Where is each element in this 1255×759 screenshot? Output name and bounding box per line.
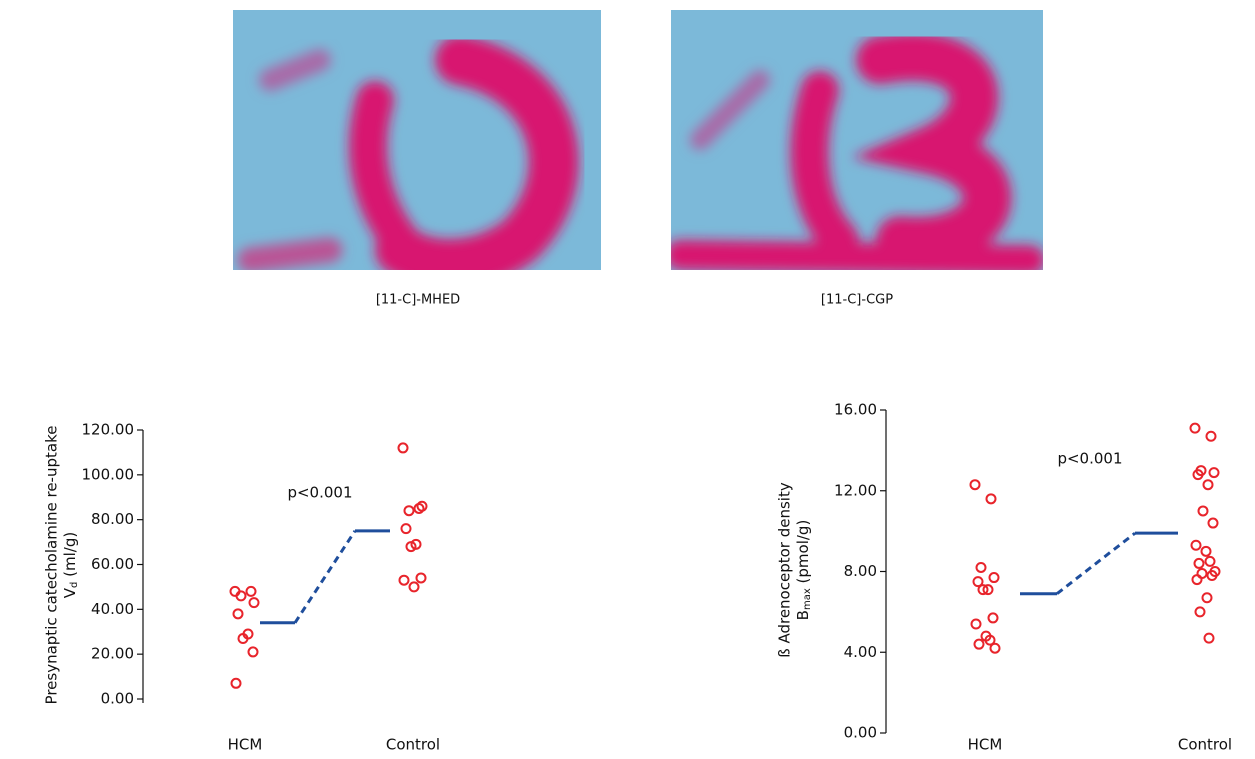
data-point [1199, 506, 1208, 515]
y-tick-label: 4.00 [844, 643, 877, 661]
data-point [971, 480, 980, 489]
data-point [1204, 480, 1213, 489]
data-point [990, 573, 999, 582]
pet-image-cgp [671, 10, 1043, 270]
y-unit-part: max [802, 588, 813, 610]
data-point [247, 587, 256, 596]
data-point [249, 647, 258, 656]
y-unit-part: (ml/g) [61, 532, 79, 582]
y-tick-label: 120.00 [82, 421, 135, 439]
y-unit-part: (pmol/g) [794, 520, 812, 589]
data-point [1210, 468, 1219, 477]
data-point [1196, 607, 1205, 616]
x-tick-label: HCM [968, 736, 1003, 754]
data-point [972, 619, 981, 628]
data-point [989, 613, 998, 622]
data-point [410, 582, 419, 591]
y-tick-label: 16.00 [834, 401, 877, 419]
y-axis-label: Presynaptic catecholamine re-uptake [43, 426, 61, 705]
data-point [1203, 593, 1212, 602]
y-tick-label: 80.00 [91, 510, 134, 528]
data-point [399, 443, 408, 452]
data-point [1198, 569, 1207, 578]
mean-connector [295, 531, 355, 623]
data-point [234, 609, 243, 618]
data-point [975, 640, 984, 649]
data-point [1205, 634, 1214, 643]
data-point [1191, 424, 1200, 433]
data-point [1202, 547, 1211, 556]
data-point [1207, 432, 1216, 441]
y-tick-label: 8.00 [844, 562, 877, 580]
y-tick-label: 0.00 [844, 724, 877, 742]
data-point [250, 598, 259, 607]
y-tick-label: 40.00 [91, 600, 134, 618]
y-tick-label: 12.00 [834, 481, 877, 499]
data-point [405, 506, 414, 515]
data-point [232, 679, 241, 688]
data-point [417, 573, 426, 582]
x-tick-label: Control [1178, 736, 1232, 754]
image-caption: [11-C]-MHED [376, 293, 460, 308]
data-point [400, 576, 409, 585]
y-axis-unit: Vd (ml/g) [61, 532, 81, 598]
data-point [1206, 557, 1215, 566]
y-unit-part: B [794, 610, 812, 620]
y-tick-label: 20.00 [91, 645, 134, 663]
data-point [1192, 541, 1201, 550]
data-point [402, 524, 411, 533]
y-tick-label: 0.00 [101, 690, 134, 708]
x-tick-label: Control [386, 736, 440, 754]
y-axis-unit: Bmax (pmol/g) [794, 520, 814, 621]
image-caption: [11-C]-CGP [821, 293, 893, 308]
data-point [977, 563, 986, 572]
data-point [991, 644, 1000, 653]
figure: [11-C]-MHED [11-C]-CGP 0.00 20.00 40.00 60.… [0, 0, 1255, 755]
mean-connector [1057, 533, 1135, 594]
x-tick-label: HCM [228, 736, 263, 754]
data-point [1209, 519, 1218, 528]
y-axis-label: ß Adrenoceptor density [776, 482, 794, 658]
data-point [1193, 575, 1202, 584]
pet-image-mhed [233, 10, 601, 270]
y-tick-label: 60.00 [91, 555, 134, 573]
annotation: p<0.001 [1057, 450, 1122, 468]
y-tick-label: 100.00 [82, 465, 135, 483]
data-point [987, 494, 996, 503]
annotation: p<0.001 [287, 484, 352, 502]
data-point [1195, 559, 1204, 568]
